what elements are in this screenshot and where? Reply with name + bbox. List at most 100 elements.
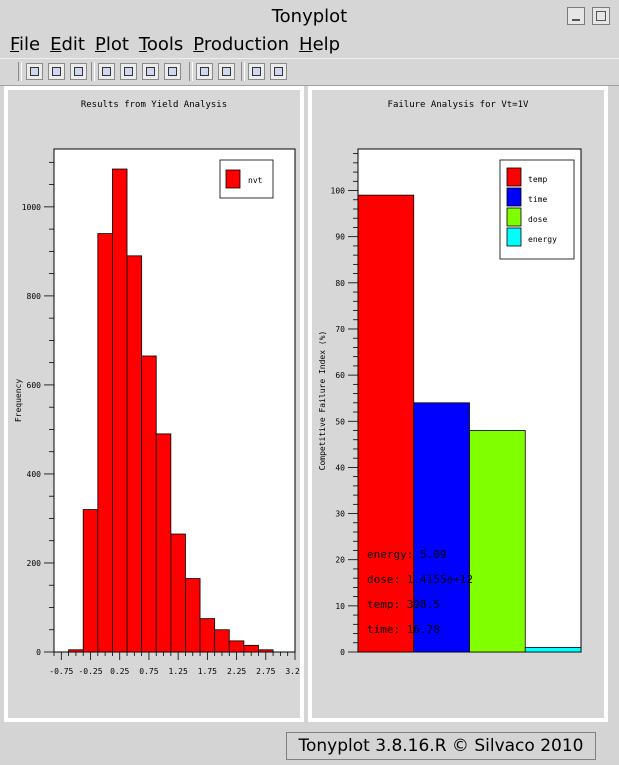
- legend-swatch-time: [506, 187, 522, 207]
- import-button[interactable]: [142, 63, 159, 80]
- y-tick-label: 40: [335, 463, 345, 472]
- legend-label-temp: temp: [528, 175, 547, 184]
- minimize-icon: [572, 19, 580, 21]
- x-tick-label: 3.25: [285, 667, 300, 676]
- y-axis-label: Competitive Failure Index (%): [318, 331, 327, 471]
- histogram-bar: [155, 433, 172, 653]
- x-tick-label: 2.75: [256, 667, 275, 676]
- copy-button[interactable]: [120, 63, 137, 80]
- toolbar: [0, 58, 619, 86]
- zoom-out-button[interactable]: [218, 63, 235, 80]
- toolbar-separator: [189, 62, 193, 81]
- y-tick-label: 1000: [22, 203, 41, 212]
- import-icon: [146, 67, 155, 76]
- version-label: Tonyplot 3.8.16.R © Silvaco 2010: [286, 732, 596, 760]
- annotation: time: 16.78: [367, 623, 440, 636]
- menu-edit[interactable]: Edit: [50, 34, 85, 55]
- next-button[interactable]: [270, 63, 287, 80]
- x-tick-label: 1.25: [169, 667, 188, 676]
- chart-title: Failure Analysis for Vt=1V: [388, 100, 529, 110]
- y-tick-label: 30: [335, 510, 345, 519]
- previous-icon: [252, 67, 261, 76]
- previous-button[interactable]: [248, 63, 265, 80]
- x-tick-label: 0.25: [110, 667, 129, 676]
- save-button[interactable]: [48, 63, 65, 80]
- histogram-bar: [97, 233, 113, 653]
- y-tick-label: 80: [335, 279, 345, 288]
- print-button[interactable]: [70, 63, 87, 80]
- histogram-bar: [214, 629, 230, 653]
- duplicate-button[interactable]: [164, 63, 181, 80]
- y-axis-label: Frequency: [14, 379, 23, 423]
- histogram-bar: [170, 533, 186, 653]
- menu-file[interactable]: File: [10, 34, 41, 55]
- y-tick-label: 0: [340, 648, 345, 657]
- legend-swatch-temp: [506, 167, 522, 187]
- legend-swatch-energy: [506, 227, 522, 247]
- histogram-bar: [126, 255, 143, 653]
- yield-analysis-panel: Results from Yield Analysis 0 200 400 600 800…: [4, 86, 305, 722]
- histogram-bar: [68, 649, 84, 653]
- y-tick-label: 50: [335, 417, 345, 426]
- window-title: Tonyplot: [271, 6, 348, 27]
- load-button[interactable]: [26, 63, 43, 80]
- annotation: temp: 398.5: [367, 598, 440, 611]
- x-tick-label: -0.75: [49, 667, 73, 676]
- menu-production[interactable]: Production: [193, 34, 290, 55]
- yield-histogram-chart[interactable]: Results from Yield Analysis 0 200 400 600 800…: [8, 90, 305, 718]
- y-tick-label: 400: [27, 470, 42, 479]
- histogram-bar: [82, 509, 99, 653]
- x-tick-label: 0.75: [139, 667, 158, 676]
- print-icon: [74, 67, 83, 76]
- histogram-bar: [199, 618, 216, 653]
- histogram-bar: [258, 649, 274, 653]
- toolbar-separator: [91, 62, 95, 81]
- duplicate-icon: [168, 67, 177, 76]
- bar-energy: [524, 646, 582, 653]
- histogram-bar: [243, 644, 259, 653]
- title-bar: Tonyplot: [0, 0, 619, 33]
- maximize-button[interactable]: [592, 7, 610, 25]
- legend-swatch-dose: [506, 207, 522, 227]
- zoom-in-button[interactable]: [196, 63, 213, 80]
- minimize-button[interactable]: [567, 7, 585, 25]
- histogram-bar: [185, 578, 201, 653]
- annotation: dose: 1.4155e+12: [367, 573, 473, 586]
- failure-analysis-panel: Failure Analysis for Vt=1V 0 10 20 30 40 50 60 7…: [308, 86, 608, 722]
- legend-label-time: time: [528, 195, 547, 204]
- yield-analysis-plot-area: Results from Yield Analysis 0 200 400 600 800…: [8, 90, 305, 718]
- zoom-out-icon: [222, 67, 231, 76]
- next-icon: [274, 67, 283, 76]
- y-tick-label: 10: [335, 602, 345, 611]
- bar-dose: [469, 430, 526, 653]
- menu-plot[interactable]: Plot: [94, 34, 129, 55]
- menu-bar: File Edit Plot Tools Production Help: [0, 32, 619, 58]
- x-tick-label: 2.25: [227, 667, 246, 676]
- maximize-icon: [596, 11, 606, 21]
- menu-help[interactable]: Help: [299, 34, 341, 55]
- y-tick-label: 200: [27, 559, 42, 568]
- load-icon: [30, 67, 39, 76]
- status-bar: Tonyplot 3.8.16.R © Silvaco 2010: [0, 724, 619, 765]
- toolbar-separator: [241, 62, 245, 81]
- y-tick-label: 0: [36, 648, 41, 657]
- y-tick-label: 20: [335, 556, 345, 565]
- menu-tools[interactable]: Tools: [138, 34, 184, 55]
- legend-label-dose: dose: [528, 215, 547, 224]
- annotation: energy: 5.09: [367, 548, 446, 561]
- zoom-in-icon: [200, 67, 209, 76]
- failure-bar-chart[interactable]: Failure Analysis for Vt=1V 0 10 20 30 40 50 60 7…: [312, 90, 604, 718]
- y-tick-label: 60: [335, 371, 345, 380]
- bar-time: [413, 402, 470, 653]
- legend-swatch-nvt: [225, 169, 241, 189]
- y-tick-label: 800: [27, 292, 42, 301]
- histogram-bar: [112, 168, 128, 653]
- chart-title: Results from Yield Analysis: [81, 100, 227, 110]
- x-tick-label: 1.75: [198, 667, 217, 676]
- y-tick-label: 70: [335, 325, 345, 334]
- histogram-bar: [228, 640, 245, 653]
- y-tick-label: 600: [27, 381, 42, 390]
- select-button[interactable]: [98, 63, 115, 80]
- x-tick-label: -0.25: [78, 667, 102, 676]
- copy-icon: [124, 67, 133, 76]
